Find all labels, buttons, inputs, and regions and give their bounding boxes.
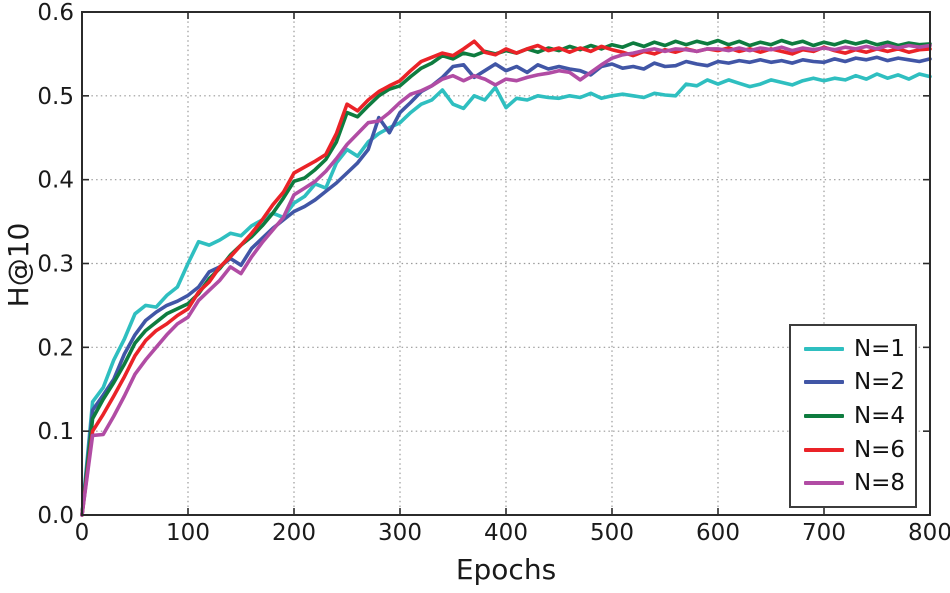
legend-label: N=8 (853, 470, 906, 497)
y-tick-label: 0.1 (37, 419, 74, 445)
legend-label: N=1 (853, 335, 906, 362)
series-line-N=6 (80, 39, 932, 517)
y-tick-label: 0.6 (37, 0, 74, 26)
x-tick-label: 200 (272, 520, 316, 546)
legend-line-sample (804, 413, 844, 418)
x-tick-label: 300 (378, 520, 422, 546)
x-tick-label: 600 (696, 520, 740, 546)
x-tick-labels: 0 100 200 300 400 500 600 700 800 (75, 520, 950, 546)
legend-line-sample (804, 380, 844, 385)
series-line-N=1 (80, 72, 932, 517)
x-tick-label: 100 (166, 520, 210, 546)
legend-item-n2: N=2 (791, 367, 915, 397)
y-tick-label: 0.0 (37, 503, 74, 529)
legend-label: N=2 (853, 369, 906, 396)
legend-line-sample (804, 481, 844, 486)
x-axis-label: Epochs (455, 553, 557, 586)
y-axis-label: H@10 (2, 222, 35, 308)
y-tick-label: 0.5 (37, 84, 74, 110)
y-tick-label: 0.3 (37, 252, 74, 278)
legend-label: N=4 (853, 402, 906, 429)
legend-item-n8: N=8 (791, 468, 915, 498)
x-tick-label: 400 (484, 520, 528, 546)
legend-item-n4: N=4 (791, 401, 915, 431)
legend: N=1 N=2 N=4 N=6 N=8 (789, 324, 917, 508)
x-tick-label: 0 (75, 520, 90, 546)
y-tick-label: 0.4 (37, 168, 74, 194)
tick-marks (81, 11, 931, 516)
legend-line-sample (804, 447, 844, 452)
y-tick-labels: 0.0 0.1 0.2 0.3 0.4 0.5 0.6 (37, 0, 74, 529)
legend-line-sample (804, 346, 844, 351)
series-lines (80, 38, 932, 517)
x-tick-label: 800 (908, 520, 950, 546)
legend-label: N=6 (853, 436, 906, 463)
legend-item-n1: N=1 (791, 334, 915, 364)
x-tick-label: 500 (590, 520, 634, 546)
x-tick-label: 700 (802, 520, 846, 546)
series-line-N=8 (80, 43, 932, 517)
legend-item-n6: N=6 (791, 435, 915, 465)
y-tick-label: 0.2 (37, 335, 74, 361)
